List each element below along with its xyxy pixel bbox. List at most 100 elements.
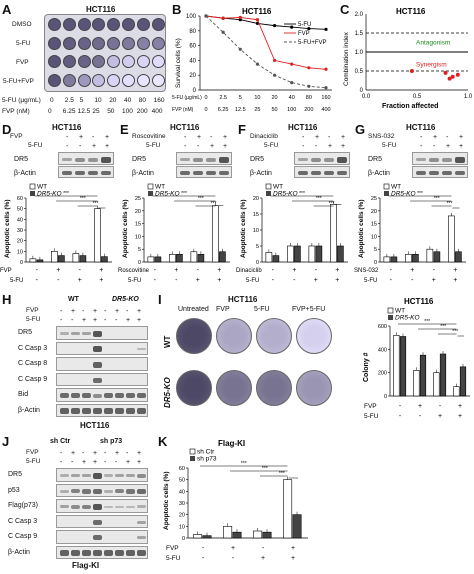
bar [202,535,212,539]
y-tick-label: 20 [135,209,141,215]
x2-tick: 0 [48,108,52,115]
bar [426,248,434,263]
panel-letter-k: K [158,434,168,449]
sign-row2: - [104,459,107,466]
band [93,377,102,383]
bar [36,259,44,263]
sign-row2: - [104,317,107,324]
band [137,488,146,494]
well-plate [44,14,166,92]
x1-tick: 5 [79,97,84,104]
y-tick-label: 25 [135,196,141,202]
band [82,474,91,478]
x-sign-drug: + [217,267,221,274]
y-tick-label: 60 [17,196,23,202]
x1-tick-label: 0 [204,95,207,101]
y-tick-label: 1.5 [355,31,364,37]
band [442,158,452,162]
legend-wt: WT [395,308,405,315]
band [93,408,102,415]
plate-well [136,73,150,87]
series-point [238,47,242,51]
colony-dish [176,318,212,354]
x-sign-drug: - [433,267,436,274]
group-label-shctr: sh Ctr [50,438,71,445]
combination-index-chart: HCT116 Combination index 0 0.5 1.0 1.5 2.0 0.0 0… [343,7,473,110]
sign-row2: + [137,317,142,324]
x1-label: 5-FU (µg/mL) [172,95,202,101]
legend-swatch-wt [387,307,394,314]
sign-row1: - [82,308,85,315]
blot-label: C Casp 9 [8,533,38,540]
x2-tick-label: 200 [304,107,313,113]
legend-p73: sh p73 [197,456,217,463]
blot-strip [56,341,148,355]
x-sign-drug: - [154,267,157,274]
sign-drug: - [328,134,331,141]
sign-drug: - [66,134,69,141]
sig-stars: *** [447,201,453,207]
sign-row2: - [71,317,74,324]
x-sign-5fu: + [291,555,295,562]
blot-label: DR5 [132,156,147,163]
panel-e: HCT116 Roscovitine 5-FU - + - + - - + + DR5 β-Actin A… [118,122,236,292]
x-sign-drug: + [453,267,457,274]
x-row-drug: FVP [0,268,12,274]
sign-row2: + [93,317,98,324]
plate-well [77,36,91,50]
legend-label: FVP [298,31,310,37]
x-tick-label: 0.0 [362,94,371,100]
bar [433,251,441,263]
bar [265,252,273,263]
blot-strip [56,372,148,386]
y-tick-label: 50 [179,478,185,484]
band [137,473,146,478]
panel-f: HCT116 Dinaciclib 5-FU - + - + - - + + DR5 β-Actin Ap… [236,122,354,292]
row-label-drug: Dinaciclib [250,133,278,140]
y-tick-label: 40 [189,58,196,64]
band [71,550,80,557]
band [298,158,308,162]
bar [292,514,302,539]
x-row-5fu: 5-FU [364,278,377,284]
y-tick-label: 10 [179,524,185,530]
sig-stars: *** [316,196,322,202]
x-sign-drug: + [292,267,296,274]
sig-stars: *** [424,319,430,325]
sign-row1: - [126,308,129,315]
blot-label: β-Actin [250,170,272,177]
plate-well [48,18,61,31]
series-point [238,18,242,22]
panel-letter-h: H [2,292,12,307]
x-sign-5fu: - [57,277,60,284]
x2-tick-label: 400 [321,107,330,113]
y-tick-label: 10 [253,228,259,234]
band [137,520,146,524]
blot-label: DR5 [14,156,29,163]
antagonism-label: Antagonism [416,39,450,46]
y-tick-label: 2.0 [355,12,364,18]
legend-ctr: sh Ctr [197,449,215,456]
y-tick-label: 5 [374,247,377,253]
blot-dr5 [176,152,232,165]
x-sign-5fu: + [314,277,318,284]
chart-k-title: Flag-KI [218,439,245,448]
row-label: FVP [26,449,39,456]
row-label-5fu: 5-FU [16,40,31,47]
colony-dish [176,370,212,406]
bar [390,256,398,263]
panel-h: WT DR5-KO HCT116 FVP 5-FU - + - + - + - + - - + + - - + +… [0,292,156,434]
x-row-5fu: 5-FU [128,278,141,284]
x1-tick: 40 [124,97,132,104]
band [60,332,69,336]
x1-tick: 160 [153,97,165,104]
x-row-fvp: FVP [364,403,377,410]
sig-stars: *** [93,201,99,207]
chart-ylabel: Apoptotic cells (%) [358,199,365,258]
band [71,393,80,399]
bar [190,251,198,263]
x-tick-label: 1.0 [464,94,473,100]
sign-5fu: - [315,143,318,150]
chart-i-ylabel: Colony # [363,352,370,382]
blot-label: DR5 [8,471,23,478]
